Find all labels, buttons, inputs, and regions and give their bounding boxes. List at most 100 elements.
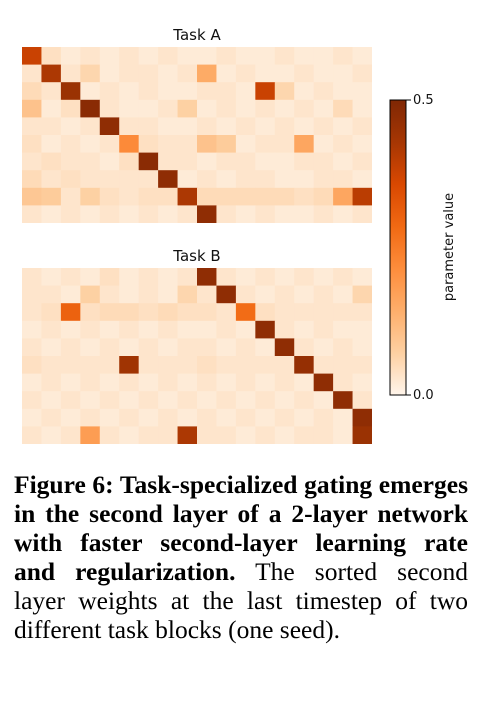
heatmap-b-cell-r6-c17 [352,373,372,392]
heatmap-b-cell-r6-c12 [255,373,276,392]
heatmap-b-cell-r8-c4 [99,408,120,427]
heatmap-b-cell-r0-c16 [333,268,353,286]
heatmap-a-cell-r4-c1 [41,117,62,136]
heatmap-a-cell-r0-c14 [294,47,315,65]
heatmap-a-cell-r9-c2 [60,205,81,223]
heatmap-b-cell-r6-c9 [197,373,217,392]
heatmap-b-cell-r4-c8 [177,338,198,357]
heatmap-a-cell-r6-c11 [235,152,256,171]
heatmap-a-cell-r7-c13 [274,170,295,189]
heatmap-b-cell-r1-c5 [119,285,140,304]
heatmap-b-cell-r1-c10 [216,285,237,304]
heatmap-b-cell-r4-c12 [255,338,276,357]
heatmap-b-cell-r7-c4 [99,391,120,410]
heatmap-a-cell-r7-c15 [313,170,334,189]
heatmap-a-cell-r4-c16 [333,117,353,136]
heatmap-b-cell-r9-c9 [197,426,217,444]
heatmap-b-cell-r2-c2 [60,303,81,322]
heatmap-a-cell-r1-c8 [177,64,198,83]
heatmap-b-cell-r5-c3 [80,356,101,374]
heatmap-a-cell-r6-c9 [197,152,217,171]
heatmap-a-cell-r9-c15 [313,205,334,223]
heatmap-a-cell-r9-c7 [158,205,178,223]
heatmap-a-cell-r7-c3 [80,170,101,189]
heatmap-b-cell-r0-c13 [274,268,295,286]
heatmap-b-cell-r9-c1 [41,426,62,444]
heatmap-b-cell-r9-c3 [80,426,101,444]
heatmap-b-cell-r9-c5 [119,426,140,444]
heatmap-a-cell-r1-c6 [138,64,159,83]
heatmap-a-cell-r6-c16 [333,152,353,171]
heatmap-a-cell-r7-c6 [138,170,159,189]
heatmap-b-cell-r0-c12 [255,268,276,286]
heatmap-b-cell-r1-c4 [99,285,120,304]
heatmap-a-cell-r1-c5 [119,64,140,83]
heatmap-a-cell-r8-c1 [41,187,62,206]
heatmap-a-cell-r3-c2 [60,99,81,118]
heatmap-a-cell-r3-c8 [177,99,198,118]
heatmap-b-cell-r9-c14 [294,426,315,444]
heatmap-a-cell-r1-c9 [197,64,217,83]
heatmap-a-cell-r2-c13 [274,82,295,101]
heatmap-b-cell-r3-c15 [313,320,334,339]
heatmap-a-cell-r9-c16 [333,205,353,223]
heatmap-a-cell-r1-c2 [60,64,81,83]
heatmap-b-cell-r3-c2 [60,320,81,339]
heatmap-a-cell-r1-c12 [255,64,276,83]
heatmap-a-cell-r4-c7 [158,117,178,136]
heatmap-a-cell-r6-c3 [80,152,101,171]
heatmap-b-cell-r7-c16 [333,391,353,410]
heatmap-b-cell-r2-c4 [99,303,120,322]
heatmap-b-cell-r7-c14 [294,391,315,410]
heatmap-a-cell-r7-c9 [197,170,217,189]
heatmap-b-cell-r8-c11 [235,408,256,427]
heatmap-a-cell-r7-c4 [99,170,120,189]
heatmap-b-cell-r8-c2 [60,408,81,427]
heatmap-a-cell-r8-c13 [274,187,295,206]
heatmap-b-cell-r6-c4 [99,373,120,392]
heatmap-b-cell-r9-c4 [99,426,120,444]
heatmap-a-cell-r5-c10 [216,135,237,153]
heatmap-b-cell-r5-c2 [60,356,81,374]
heatmap-b-cell-r5-c12 [255,356,276,374]
heatmap-b-cell-r3-c13 [274,320,295,339]
heatmap-a-cell-r9-c1 [41,205,62,223]
figure-caption: Figure 6: Task-specialized gating emerge… [14,470,468,644]
heatmap-b-cell-r6-c11 [235,373,256,392]
heatmap-b-cell-r7-c10 [216,391,237,410]
heatmap-b-cell-r1-c1 [41,285,62,304]
heatmap-a-cell-r0-c7 [158,47,178,65]
heatmap-a-cell-r6-c4 [99,152,120,171]
heatmap-b-cell-r1-c7 [158,285,178,304]
heatmap-a-cell-r5-c4 [99,135,120,153]
heatmap-a-cell-r0-c6 [138,47,159,65]
colorbar: 0.5 0.0 parameter value [389,93,457,403]
caption-lead: Figure 6: Task-specialized gating emerge… [14,470,468,586]
heatmap-b-cell-r5-c0 [22,356,42,374]
heatmap-a-cell-r5-c14 [294,135,315,153]
heatmap-a-cell-r2-c9 [197,82,217,101]
heatmap-a-cell-r3-c15 [313,99,334,118]
heatmap-b-cell-r4-c15 [313,338,334,357]
heatmap-b-cell-r0-c4 [99,268,120,286]
heatmap-a-cell-r6-c7 [158,152,178,171]
heatmap-a-cell-r2-c17 [352,82,372,101]
heatmap-a-cell-r7-c8 [177,170,198,189]
heatmap-b-cell-r4-c11 [235,338,256,357]
heatmap-a-cell-r5-c3 [80,135,101,153]
heatmap-a-cell-r9-c10 [216,205,237,223]
heatmap-a-cell-r3-c4 [99,99,120,118]
heatmap-a-cell-r1-c3 [80,64,101,83]
heatmap-b-cell-r8-c10 [216,408,237,427]
heatmap-a-cell-r2-c7 [158,82,178,101]
heatmap-a-cell-r7-c5 [119,170,140,189]
colorbar-tick-label-max: 0.5 [413,93,434,108]
heatmap-a-cell-r2-c14 [294,82,315,101]
heatmap-a-cell-r4-c13 [274,117,295,136]
heatmap-b-cell-r6-c10 [216,373,237,392]
heatmap-b-cell-r1-c12 [255,285,276,304]
heatmap-b-cell-r5-c8 [177,356,198,374]
heatmap-a-cell-r8-c12 [255,187,276,206]
heatmap-b-cell-r7-c9 [197,391,217,410]
heatmap-b-cell-r5-c4 [99,356,120,374]
